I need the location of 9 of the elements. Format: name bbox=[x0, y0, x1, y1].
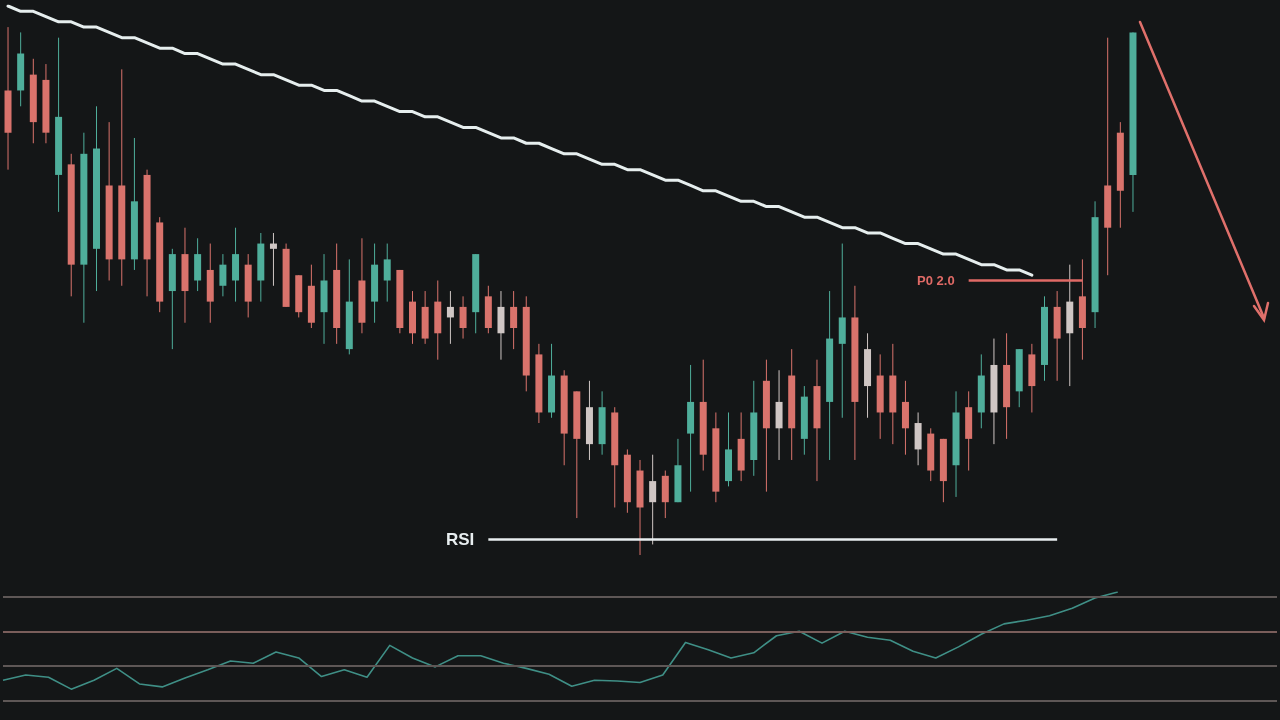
candlestick bbox=[649, 454, 657, 545]
candlestick bbox=[446, 290, 454, 345]
candlestick bbox=[459, 295, 467, 340]
candlestick bbox=[269, 232, 277, 287]
ref-line-label: RSI bbox=[446, 529, 475, 549]
candlestick bbox=[219, 253, 227, 297]
ref-line-label: P0 2.0 bbox=[917, 273, 955, 288]
candlestick bbox=[383, 243, 391, 303]
candlestick bbox=[510, 290, 518, 350]
